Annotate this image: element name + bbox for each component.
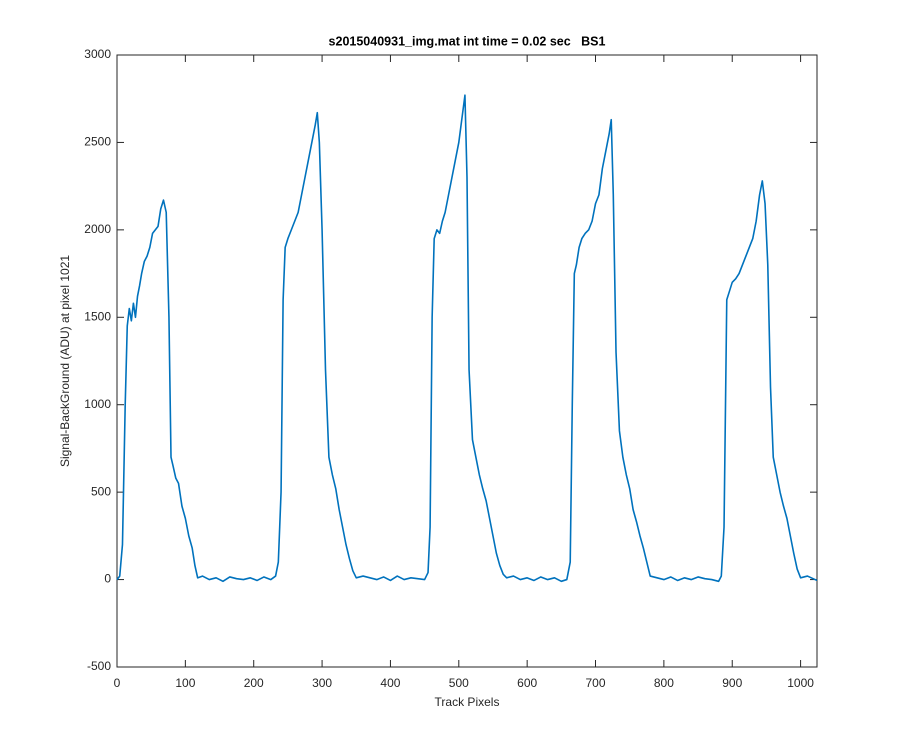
y-tick-label: 0 xyxy=(104,572,111,586)
chart-title: s2015040931_img.mat int time = 0.02 sec … xyxy=(329,34,606,48)
y-tick-label: 500 xyxy=(91,484,111,498)
x-tick-label: 0 xyxy=(114,676,121,690)
y-tick-label: 2000 xyxy=(84,222,111,236)
y-tick-label: 3000 xyxy=(84,47,111,61)
x-tick-label: 900 xyxy=(722,676,742,690)
x-tick-label: 200 xyxy=(244,676,264,690)
x-tick-label: 700 xyxy=(586,676,606,690)
axes-box xyxy=(116,54,818,668)
x-tick-label: 100 xyxy=(175,676,195,690)
x-axis-label: Track Pixels xyxy=(435,695,500,709)
x-tick-label: 500 xyxy=(449,676,469,690)
y-tick-label: -500 xyxy=(87,659,111,673)
x-tick-label: 1000 xyxy=(787,676,814,690)
y-tick-label: 1500 xyxy=(84,309,111,323)
x-tick-label: 400 xyxy=(380,676,400,690)
x-tick-label: 300 xyxy=(312,676,332,690)
y-axis-label: Signal-BackGround (ADU) at pixel 1021 xyxy=(58,255,72,467)
y-tick-label: 1000 xyxy=(84,397,111,411)
x-tick-label: 600 xyxy=(517,676,537,690)
x-tick-label: 800 xyxy=(654,676,674,690)
data-line xyxy=(116,94,818,583)
y-tick-label: 2500 xyxy=(84,135,111,149)
